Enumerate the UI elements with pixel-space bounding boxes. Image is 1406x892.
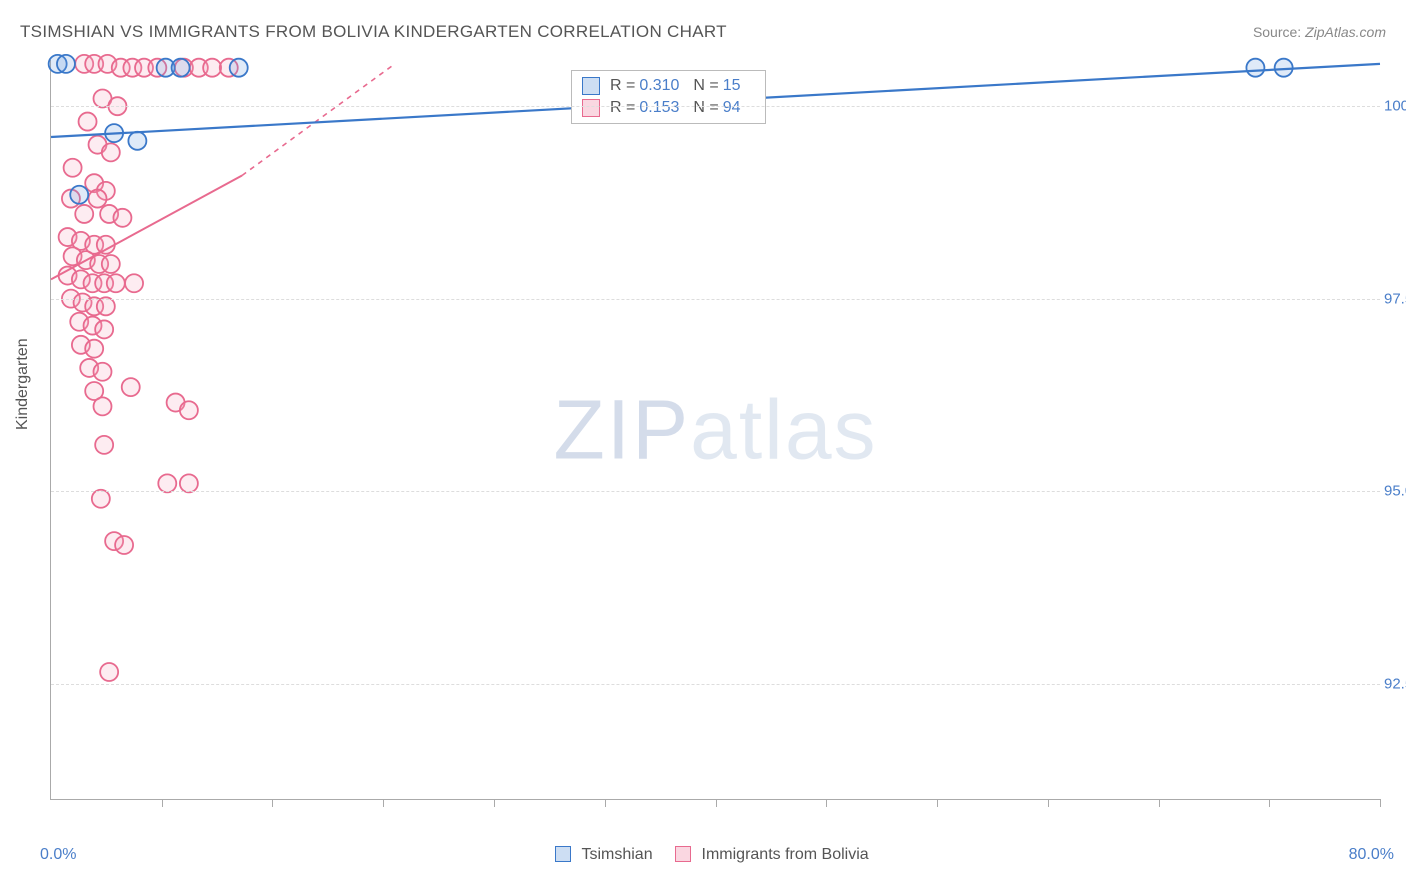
- x-tick: [605, 799, 606, 807]
- source-attribution: Source: ZipAtlas.com: [1253, 24, 1386, 40]
- scatter-point: [92, 490, 110, 508]
- scatter-point: [115, 536, 133, 554]
- scatter-point: [158, 474, 176, 492]
- swatch-blue: [582, 77, 600, 95]
- scatter-point: [70, 186, 88, 204]
- r-label: R =: [610, 77, 635, 95]
- scatter-point: [203, 59, 221, 77]
- gridline: [51, 106, 1380, 107]
- y-tick-label: 100.0%: [1384, 98, 1406, 115]
- r-value-blue: 0.310: [639, 77, 679, 95]
- scatter-point: [93, 363, 111, 381]
- scatter-point: [57, 55, 75, 73]
- y-tick-label: 95.0%: [1384, 483, 1406, 500]
- legend-swatch-blue: [555, 846, 571, 862]
- stat-row-pink: R = 0.153 N = 94: [582, 97, 755, 119]
- scatter-point: [1275, 59, 1293, 77]
- scatter-point: [75, 205, 93, 223]
- r-label: R =: [610, 99, 635, 117]
- scatter-point: [230, 59, 248, 77]
- scatter-point: [85, 340, 103, 358]
- legend-label-pink: Immigrants from Bolivia: [702, 846, 869, 863]
- source-value: ZipAtlas.com: [1305, 24, 1386, 40]
- scatter-point: [102, 255, 120, 273]
- gridline: [51, 299, 1380, 300]
- n-value-blue: 15: [723, 77, 741, 95]
- scatter-point: [122, 378, 140, 396]
- plot-svg: [51, 60, 1380, 799]
- series-legend: Tsimshian Immigrants from Bolivia: [0, 846, 1406, 864]
- x-tick: [826, 799, 827, 807]
- y-tick-label: 97.5%: [1384, 290, 1406, 307]
- chart-title: TSIMSHIAN VS IMMIGRANTS FROM BOLIVIA KIN…: [20, 22, 727, 42]
- x-tick: [162, 799, 163, 807]
- n-value-pink: 94: [723, 99, 741, 117]
- scatter-point: [1246, 59, 1264, 77]
- y-tick-label: 92.5%: [1384, 675, 1406, 692]
- plot-area: ZIPatlas R = 0.310 N = 15 R = 0.153 N = …: [50, 60, 1380, 800]
- x-tick: [1380, 799, 1381, 807]
- scatter-point: [95, 436, 113, 454]
- scatter-point: [128, 132, 146, 150]
- x-tick: [383, 799, 384, 807]
- scatter-point: [180, 401, 198, 419]
- scatter-point: [79, 113, 97, 131]
- x-tick: [937, 799, 938, 807]
- gridline: [51, 491, 1380, 492]
- n-label: N =: [693, 99, 718, 117]
- x-tick: [1159, 799, 1160, 807]
- source-label: Source:: [1253, 24, 1301, 40]
- gridline: [51, 684, 1380, 685]
- stat-legend: R = 0.310 N = 15 R = 0.153 N = 94: [571, 70, 766, 124]
- scatter-point: [113, 209, 131, 227]
- scatter-point: [95, 320, 113, 338]
- legend-swatch-pink: [675, 846, 691, 862]
- r-value-pink: 0.153: [639, 99, 679, 117]
- swatch-pink: [582, 99, 600, 117]
- scatter-point: [172, 59, 190, 77]
- scatter-point: [93, 397, 111, 415]
- scatter-point: [180, 474, 198, 492]
- stat-row-blue: R = 0.310 N = 15: [582, 75, 755, 97]
- scatter-point: [64, 159, 82, 177]
- x-tick: [716, 799, 717, 807]
- x-tick: [272, 799, 273, 807]
- scatter-point: [102, 143, 120, 161]
- scatter-point: [89, 190, 107, 208]
- x-tick: [494, 799, 495, 807]
- y-axis-label: Kindergarten: [14, 338, 32, 430]
- n-label: N =: [693, 77, 718, 95]
- scatter-point: [125, 274, 143, 292]
- scatter-point: [97, 297, 115, 315]
- scatter-point: [107, 274, 125, 292]
- x-tick: [1048, 799, 1049, 807]
- scatter-point: [100, 663, 118, 681]
- x-tick: [1269, 799, 1270, 807]
- legend-label-blue: Tsimshian: [581, 846, 652, 863]
- scatter-point: [97, 236, 115, 254]
